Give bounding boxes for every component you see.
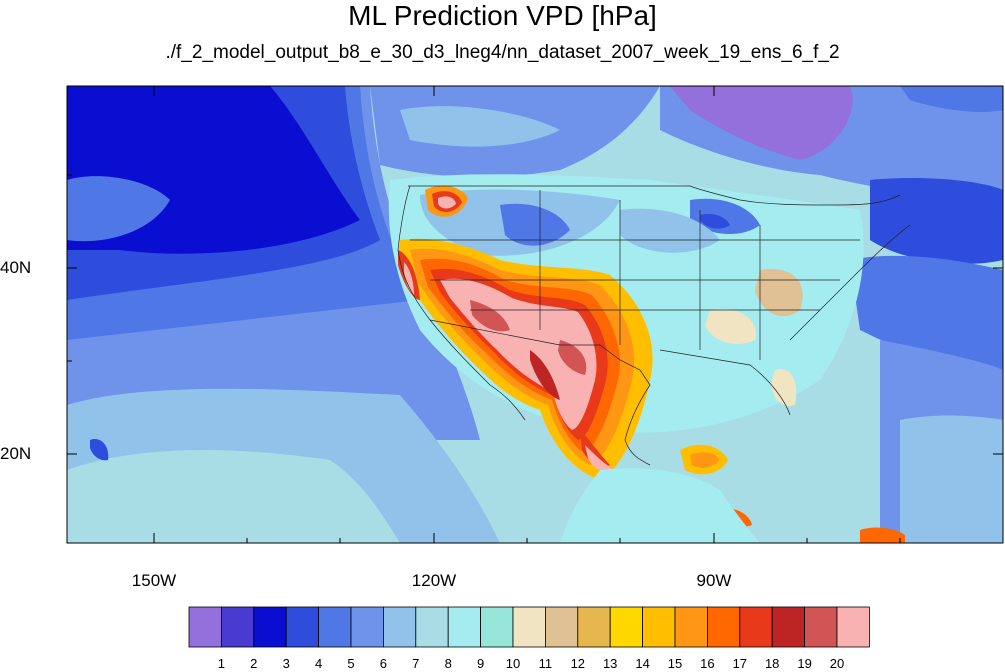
colorbar-swatch <box>674 606 708 648</box>
colorbar-swatch <box>739 606 773 648</box>
colorbar-tick-label: 9 <box>476 656 485 671</box>
colorbar-swatch <box>318 606 352 648</box>
colorbar-swatch <box>545 606 579 648</box>
coastlines <box>397 185 911 466</box>
map-title: ML Prediction VPD [hPa] <box>348 0 657 31</box>
colorbar-tick-label: 5 <box>347 656 355 671</box>
colorbar-tick-label: 3 <box>282 656 290 671</box>
colorbar-swatch <box>707 606 741 648</box>
colorbar-swatch <box>609 606 644 648</box>
lon-label-90w: 90W <box>696 571 732 590</box>
colorbar-tick-label: 13 <box>602 656 618 671</box>
colorbar-swatch <box>771 606 806 648</box>
colorbar-tick-label: 7 <box>412 656 420 671</box>
colorbar-tick-label: 12 <box>570 656 586 671</box>
colorbar-swatch <box>512 606 546 648</box>
colorbar-swatch <box>350 606 384 648</box>
lat-label-40n: 40N <box>0 258 32 277</box>
colorbar-swatch <box>382 606 417 648</box>
colorbar-tick-label: 15 <box>667 656 683 671</box>
colorbar-swatch <box>220 606 255 648</box>
colorbar-tick-label: 4 <box>314 656 323 671</box>
axis-ticks <box>67 86 1003 543</box>
colorbar-tick-label: 10 <box>505 656 521 671</box>
colorbar-tick-label: 6 <box>379 656 387 671</box>
colorbar-tick-label: 20 <box>829 656 845 671</box>
colorbar <box>188 606 870 648</box>
vpd-field <box>67 86 1003 543</box>
lat-label-20n: 20N <box>0 444 32 463</box>
map-frame <box>66 85 1004 544</box>
colorbar-tick-label: 17 <box>732 656 748 671</box>
colorbar-swatch <box>836 606 870 648</box>
colorbar-tick-label: 14 <box>635 656 650 671</box>
colorbar-swatch <box>447 606 482 648</box>
colorbar-swatch <box>804 606 838 648</box>
colorbar-swatch <box>415 606 449 648</box>
colorbar-swatch <box>577 606 611 648</box>
colorbar-tick-label: 11 <box>538 656 553 671</box>
colorbar-swatch <box>285 606 320 648</box>
colorbar-tick-label: 1 <box>217 656 225 671</box>
colorbar-swatch <box>188 606 222 648</box>
colorbar-swatch <box>253 606 287 648</box>
colorbar-tick-label: 16 <box>700 656 715 671</box>
colorbar-tick-label: 2 <box>250 656 258 671</box>
colorbar-tick-label: 19 <box>797 656 812 671</box>
lon-label-150w: 150W <box>131 571 177 590</box>
map-subtitle: ./f_2_model_output_b8_e_30_d3_lneg4/nn_d… <box>165 42 840 63</box>
colorbar-swatch <box>480 606 514 648</box>
colorbar-swatch <box>642 606 676 648</box>
colorbar-tick-label: 18 <box>764 656 780 671</box>
lon-label-120w: 120W <box>411 571 457 590</box>
colorbar-tick-label: 8 <box>444 656 452 671</box>
